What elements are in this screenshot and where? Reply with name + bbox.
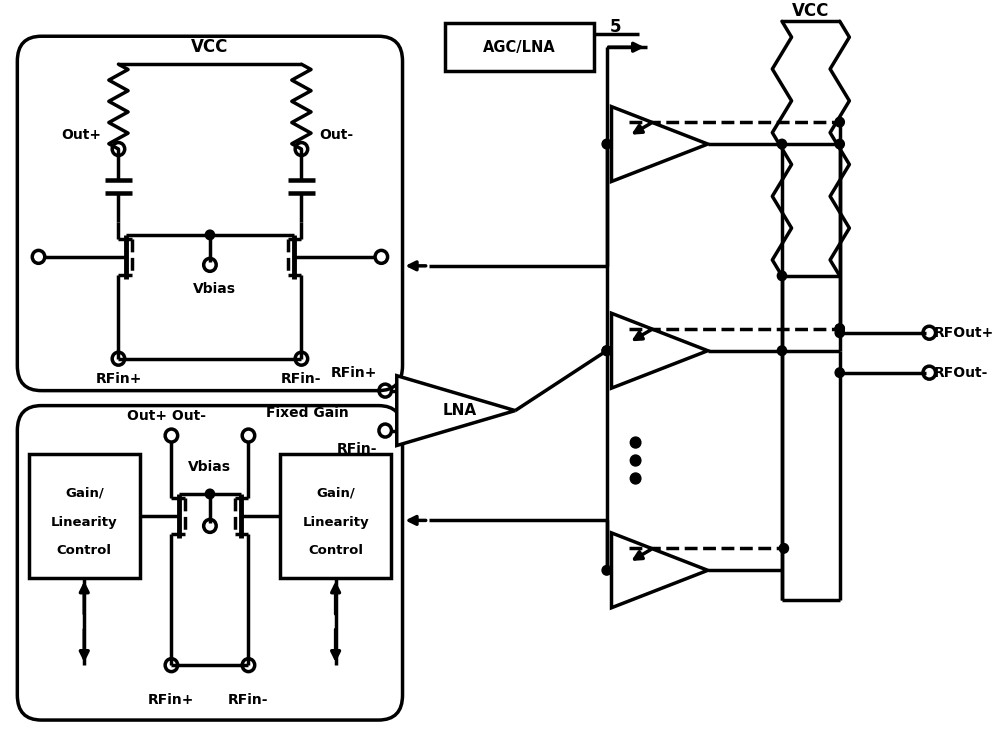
Circle shape <box>602 139 611 149</box>
Text: Out+ Out-: Out+ Out- <box>127 408 206 423</box>
Circle shape <box>835 139 844 149</box>
Text: Control: Control <box>308 544 363 557</box>
Text: RFin+: RFin+ <box>95 371 142 386</box>
Circle shape <box>602 565 611 575</box>
Text: RFOut-: RFOut- <box>934 365 988 380</box>
Text: Vbias: Vbias <box>193 282 236 296</box>
Circle shape <box>205 489 215 499</box>
Bar <box>445 23 594 71</box>
Circle shape <box>630 473 641 484</box>
Circle shape <box>835 328 844 337</box>
Text: VCC: VCC <box>792 2 830 20</box>
Text: RFin+: RFin+ <box>148 693 195 707</box>
Text: Out-: Out- <box>319 128 353 142</box>
Text: Control: Control <box>57 544 112 557</box>
Circle shape <box>602 346 611 356</box>
Text: RFin-: RFin- <box>228 693 269 707</box>
Text: AGC/LNA: AGC/LNA <box>483 40 556 54</box>
Circle shape <box>777 346 787 356</box>
Circle shape <box>630 437 641 448</box>
Bar <box>29 454 140 578</box>
Polygon shape <box>612 106 708 181</box>
Circle shape <box>835 324 844 334</box>
Text: RFin+: RFin+ <box>331 365 377 380</box>
Text: RFin-: RFin- <box>281 371 322 386</box>
Polygon shape <box>612 533 708 608</box>
Circle shape <box>602 346 611 356</box>
FancyBboxPatch shape <box>17 36 403 390</box>
FancyBboxPatch shape <box>17 405 403 720</box>
Text: Gain/: Gain/ <box>316 487 355 500</box>
Text: Linearity: Linearity <box>302 516 369 528</box>
Text: Linearity: Linearity <box>51 516 118 528</box>
Circle shape <box>630 455 641 466</box>
Circle shape <box>835 324 844 334</box>
Polygon shape <box>612 313 708 388</box>
Text: RFOut+: RFOut+ <box>934 325 994 340</box>
Circle shape <box>835 368 844 378</box>
Circle shape <box>777 139 787 149</box>
Circle shape <box>835 117 844 127</box>
Text: VCC: VCC <box>191 39 229 56</box>
Text: 5: 5 <box>610 18 621 36</box>
Circle shape <box>205 230 215 239</box>
Text: Gain/: Gain/ <box>65 487 104 500</box>
Text: Vbias: Vbias <box>188 461 231 474</box>
Text: RFin-: RFin- <box>337 442 377 455</box>
Text: LNA: LNA <box>442 403 476 418</box>
Text: Out+: Out+ <box>61 128 101 142</box>
Text: Fixed Gain: Fixed Gain <box>266 405 349 420</box>
Polygon shape <box>397 376 515 445</box>
Bar <box>280 454 391 578</box>
Circle shape <box>779 544 789 553</box>
Circle shape <box>777 271 787 281</box>
